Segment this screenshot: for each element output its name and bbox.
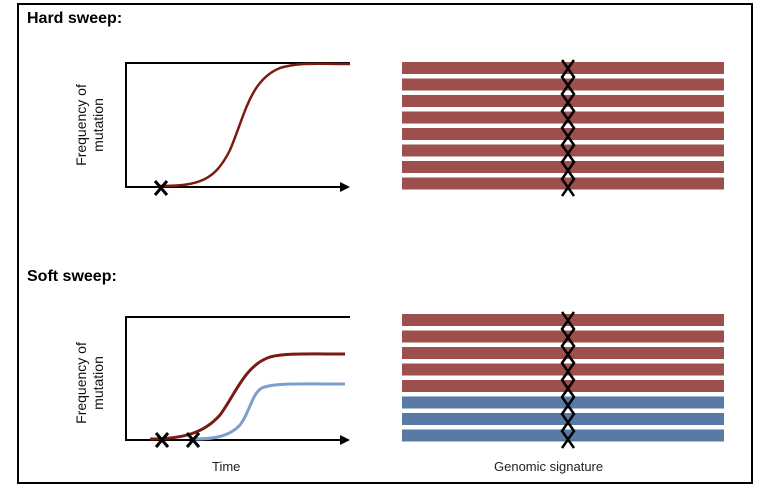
- soft-bar-red: [402, 330, 724, 343]
- soft-bar-blue: [402, 413, 724, 425]
- hard-bar-red: [402, 95, 724, 107]
- soft-bar-red: [402, 347, 724, 359]
- soft-bar-red: [402, 363, 724, 376]
- hard-bar-red: [402, 144, 724, 157]
- soft-sweep-plot: Frequency of mutation: [73, 316, 350, 448]
- soft-sweep-heading: Soft sweep:: [27, 268, 117, 285]
- soft-genomic-bars: [402, 314, 724, 442]
- soft-ylabel-line1: Frequency of: [73, 342, 89, 424]
- soft-ylabel-line2: mutation: [90, 356, 106, 410]
- genomic-signature-label: Genomic signature: [494, 459, 604, 474]
- hard-ylabel-line1: Frequency of: [73, 84, 89, 166]
- soft-bar-red: [402, 380, 724, 392]
- sweep-site-zigzag: [560, 311, 576, 449]
- hard-genomic-bars: [402, 62, 724, 190]
- soft-bar-red: [402, 314, 724, 326]
- hard-bar-red: [402, 177, 724, 190]
- sweep-site-zigzag: [560, 311, 576, 449]
- soft-blue-curve: [194, 382, 346, 441]
- sweep-site-zigzag: [560, 59, 576, 197]
- time-axis-label: Time: [212, 459, 241, 474]
- soft-bar-blue: [402, 396, 724, 409]
- mutation-x-marker-2: [185, 432, 201, 448]
- soft-bar-blue: [402, 429, 724, 442]
- hard-bar-red: [402, 78, 724, 91]
- hard-bar-red: [402, 111, 724, 124]
- hard-bar-red: [402, 62, 724, 74]
- hard-bar-red: [402, 128, 724, 140]
- hard-bar-red: [402, 161, 724, 173]
- soft-sweep-site-marker: [560, 311, 576, 449]
- hard-frequency-curve: [159, 62, 351, 188]
- sweep-site-zigzag: [560, 59, 576, 197]
- mutation-x-marker-1: [154, 432, 170, 448]
- soft-red-curve: [149, 352, 346, 441]
- hard-sweep-plot: Frequency of mutation: [73, 62, 351, 196]
- hard-sweep-heading: Hard sweep:: [27, 10, 123, 27]
- hard-ylabel-line2: mutation: [90, 98, 106, 152]
- mutation-x-marker: [153, 180, 169, 196]
- hard-sweep-site-marker: [560, 59, 576, 197]
